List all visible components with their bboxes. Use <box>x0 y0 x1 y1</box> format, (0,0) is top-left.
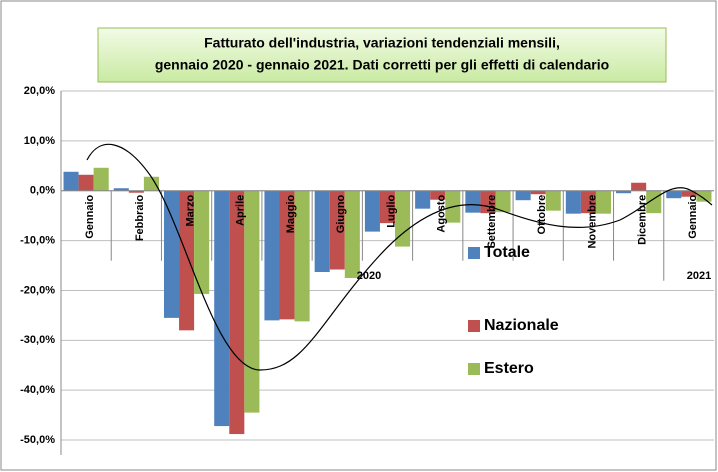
bar <box>415 190 431 209</box>
bar <box>495 190 511 213</box>
bar <box>395 190 411 247</box>
bar <box>595 190 612 214</box>
x-tick-label: Agosto <box>436 194 448 232</box>
bar <box>545 190 561 211</box>
y-tick-label: -30,0% <box>20 334 55 346</box>
y-tick-label: 0,0% <box>30 185 55 197</box>
bar <box>264 190 280 321</box>
legend-swatch <box>468 363 480 375</box>
bar <box>163 190 180 318</box>
bar <box>314 190 330 273</box>
x-tick-label: Novembre <box>586 195 598 249</box>
x-tick-label: Settembre <box>486 195 498 249</box>
y-tick-label: -20,0% <box>20 284 55 296</box>
bar <box>143 176 159 191</box>
y-tick-label: -40,0% <box>20 384 55 396</box>
x-tick-label: Giugno <box>335 194 347 233</box>
bar <box>244 190 260 413</box>
bar <box>128 190 144 193</box>
year-label: 2020 <box>357 270 381 282</box>
bar <box>344 190 360 278</box>
plot-area: -50,0% -40,0% -30,0% -20,0% -10,0% 0,0% 10,0% 2… <box>20 85 714 455</box>
bar <box>364 190 380 232</box>
bar <box>179 190 195 331</box>
y-tick-label: -50,0% <box>20 434 55 446</box>
x-tick-label: Marzo <box>184 194 196 226</box>
legend-label: Estero <box>484 360 534 377</box>
trend-line <box>86 143 713 371</box>
bar <box>515 190 531 201</box>
bar <box>194 190 210 294</box>
x-tick-label: Aprile <box>235 195 247 226</box>
bar <box>430 190 446 200</box>
y-tick-label: 10,0% <box>24 135 55 147</box>
legend-label: Nazionale <box>484 317 559 334</box>
bar <box>78 174 94 191</box>
x-tick-label: Luglio <box>385 194 397 227</box>
bar <box>294 190 310 322</box>
y-tick-label: -10,0% <box>20 234 55 246</box>
title-box <box>97 27 667 83</box>
x-tick-label: Ottobre <box>536 195 548 235</box>
chart-subtitle: gennaio 2020 - gennaio 2021. Dati corret… <box>155 57 609 73</box>
bar <box>214 190 230 427</box>
bar <box>565 190 581 214</box>
x-tick-label: Gennaio <box>84 194 96 238</box>
bar <box>229 190 245 435</box>
chart-title: Fatturato dell'industria, variazioni ten… <box>204 35 560 51</box>
legend-swatch <box>468 320 480 332</box>
legend-label: Totale <box>484 244 530 261</box>
bar <box>580 190 596 214</box>
legend-swatch <box>468 247 480 259</box>
bar <box>696 190 712 202</box>
x-tick-label: Maggio <box>285 194 297 233</box>
year-label: 2021 <box>687 270 711 282</box>
y-tick-label: 20,0% <box>24 85 55 97</box>
bar <box>279 190 295 320</box>
bar <box>329 190 345 270</box>
bar <box>93 167 109 191</box>
bar <box>465 190 481 213</box>
bar <box>63 171 79 191</box>
bar <box>681 190 697 197</box>
bar <box>666 190 682 199</box>
bar <box>631 182 647 191</box>
bar <box>379 190 396 224</box>
bar <box>616 190 632 194</box>
bar <box>113 188 129 191</box>
x-tick-label: Dicembre <box>637 195 649 245</box>
x-tick-label: Febbraio <box>134 194 146 241</box>
x-tick-label: Gennaio <box>687 194 699 238</box>
bar <box>530 190 546 195</box>
